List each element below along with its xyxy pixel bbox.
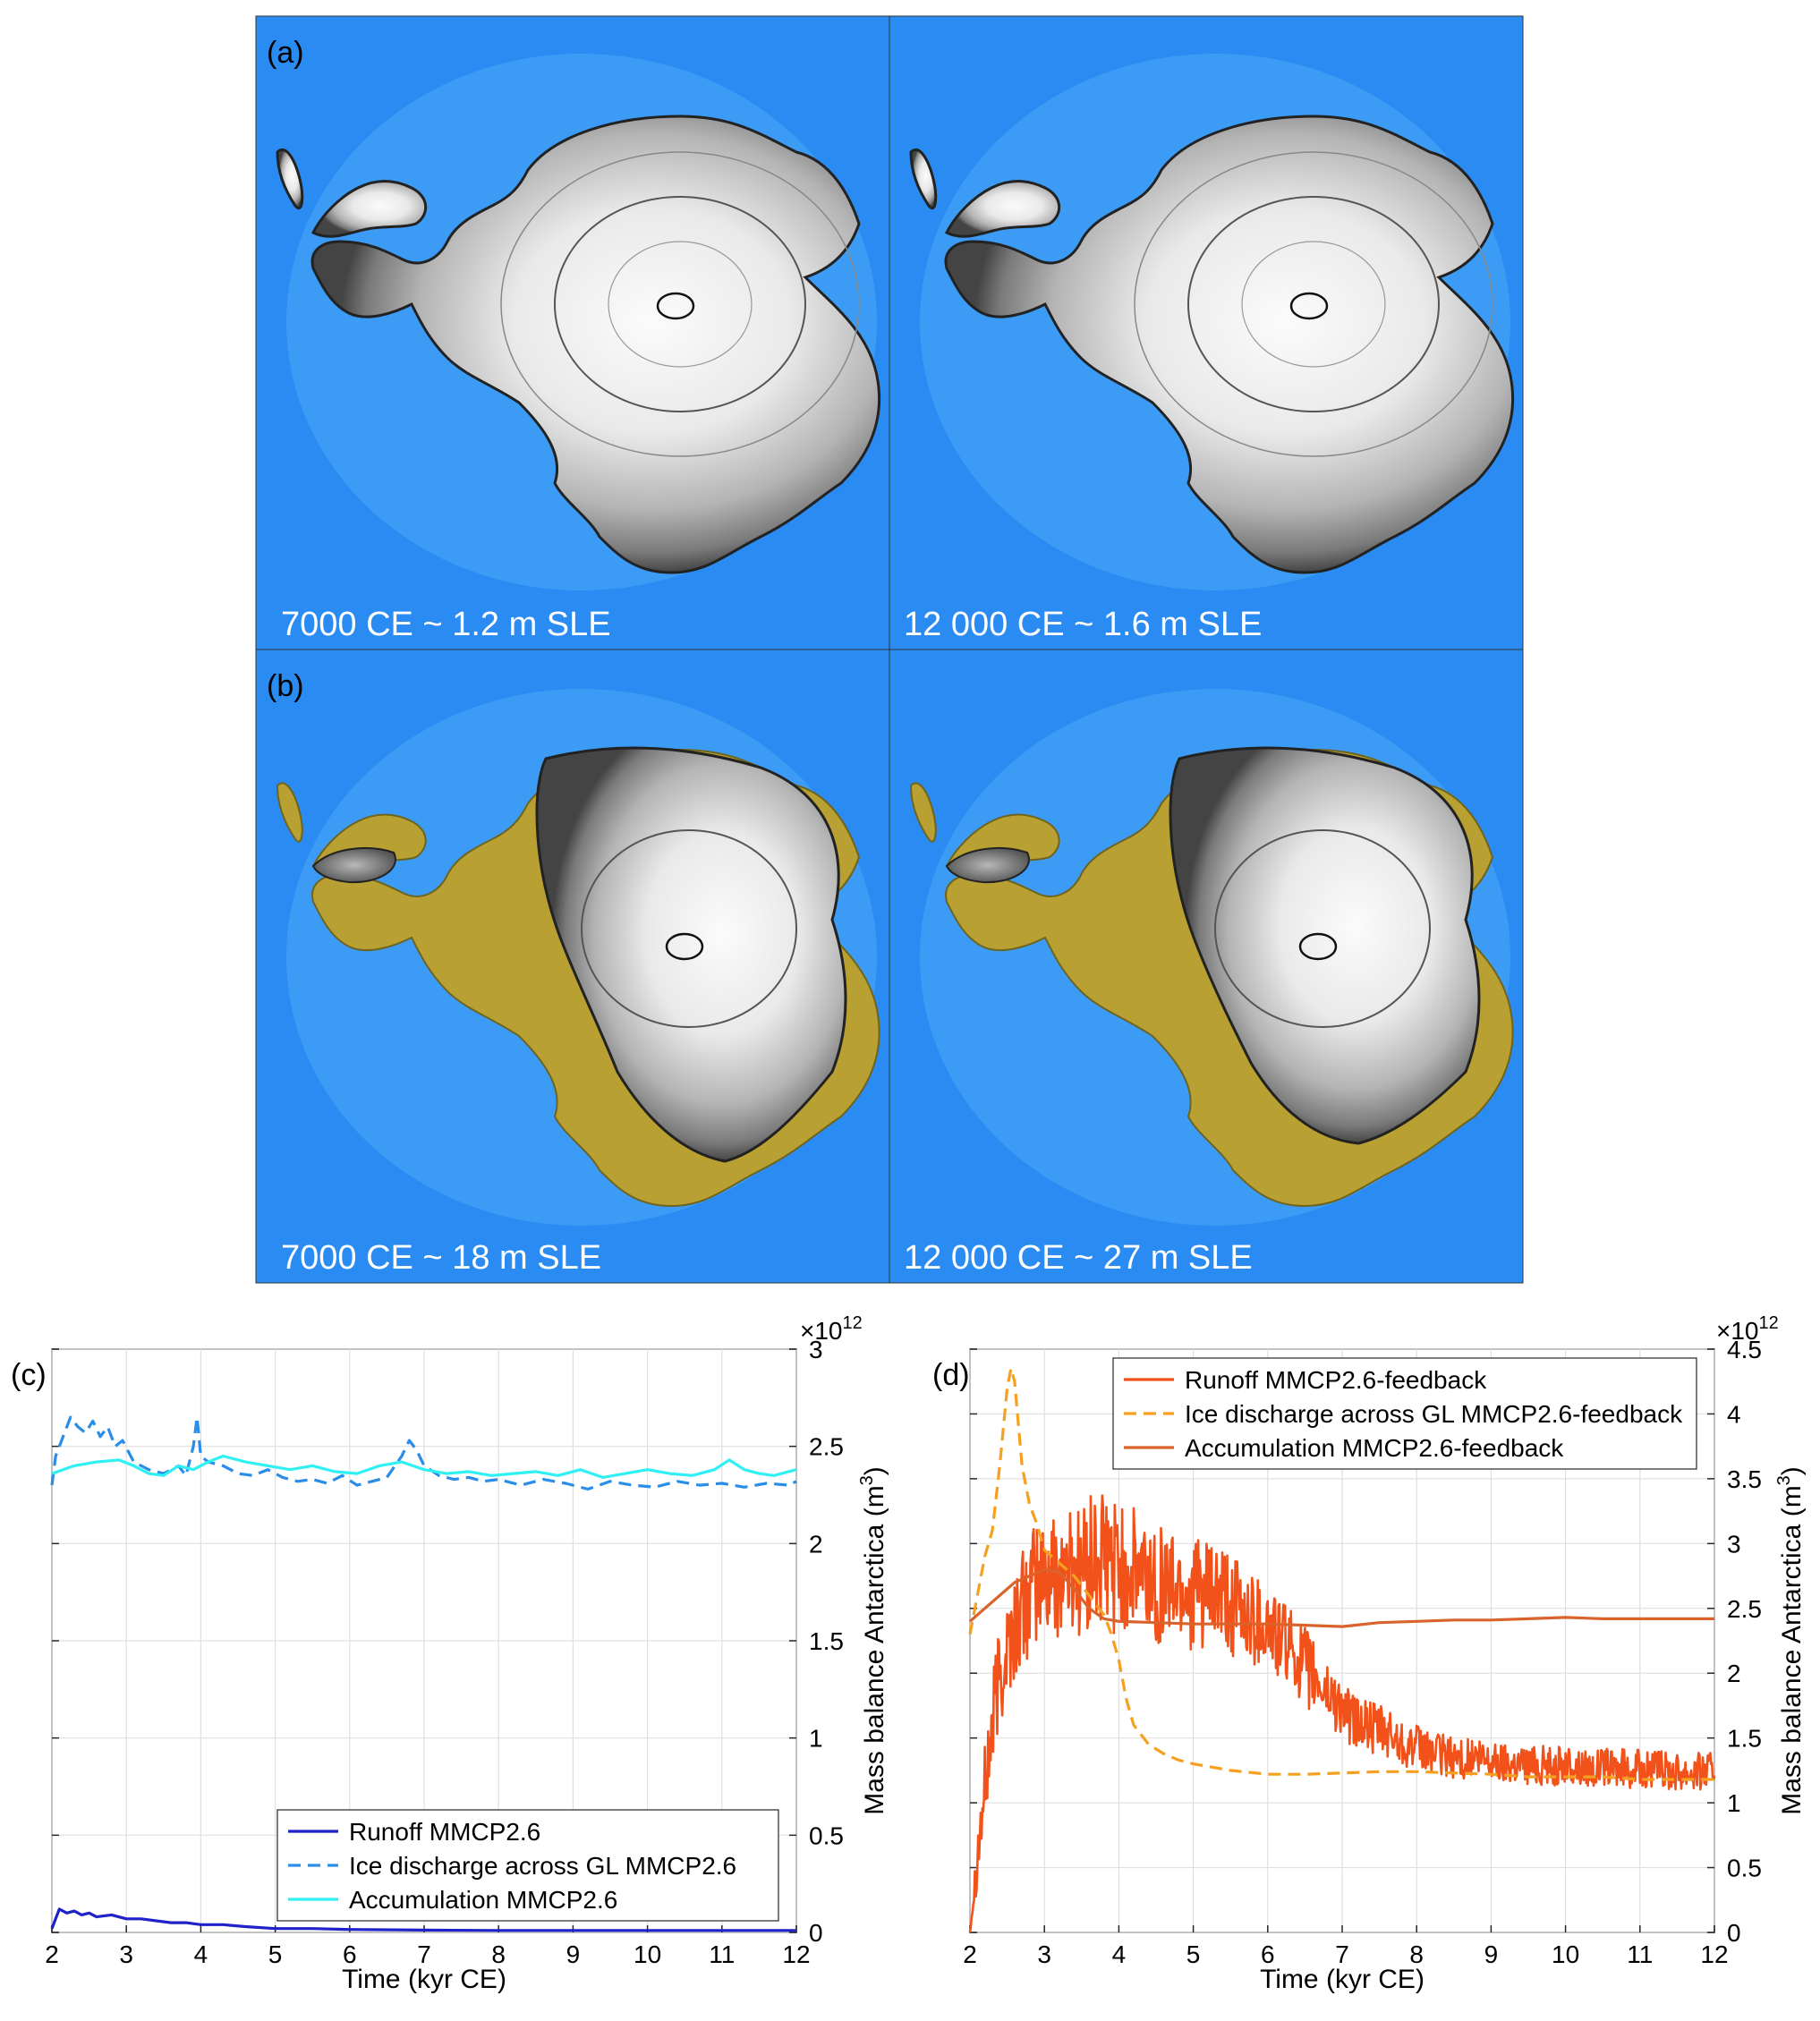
chart-d-ylabel-close: ) (1777, 1466, 1807, 1475)
chart-c-legend: Runoff MMCP2.6 Ice discharge across GL MM… (276, 1809, 779, 1922)
chart-d-ytick-label-1: 0.5 (1727, 1855, 1762, 1882)
chart-d-xtick-label-0: 2 (963, 1940, 977, 1968)
chart-d-ytick-label-9: 4.5 (1727, 1336, 1762, 1363)
chart-c-ylabel-close: ) (860, 1466, 889, 1475)
chart-c-ytick-label-4: 2 (809, 1530, 823, 1558)
chart-c-xtick-label-5: 7 (417, 1940, 431, 1968)
chart-d-legend-label-2: Accumulation MMCP2.6-feedback (1185, 1434, 1564, 1462)
chart-d-ytick-label-7: 3.5 (1727, 1465, 1762, 1493)
chart-c-grid (51, 1348, 797, 1933)
chart-c-xlabel: Time (kyr CE) (342, 1965, 506, 1994)
map-a-left (256, 16, 889, 650)
chart-c-series-0 (50, 1907, 796, 1932)
chart-d-xticks: 2 3 4 5 6 7 8 9 10 11 12 (963, 1925, 1729, 1968)
chart-d-xtick-label-3: 5 (1186, 1940, 1201, 1968)
panel-a-label: (a) (267, 36, 304, 70)
chart-c-ytick-label-5: 2.5 (809, 1433, 844, 1461)
chart-d-series-1 (968, 1367, 1714, 1781)
chart-d-xtick-label-6: 8 (1409, 1940, 1424, 1968)
chart-c-xtick-label-3: 5 (268, 1940, 283, 1968)
map-a-left-caption: 7000 CE ~ 1.2 m SLE (281, 606, 611, 643)
map-a-right-caption: 12 000 CE ~ 1.6 m SLE (904, 606, 1262, 643)
map-b-right (889, 650, 1523, 1283)
chart-d: (d) 2 3 4 5 6 7 8 9 10 11 12 00.511.522.533.544.5 … (932, 1313, 1807, 1994)
chart-d-xtick-label-7: 9 (1484, 1940, 1499, 1968)
chart-d-series-0 (968, 1494, 1716, 1933)
chart-d-legend-label-0: Runoff MMCP2.6-feedback (1185, 1366, 1487, 1394)
chart-d-ytick-label-5: 2.5 (1727, 1595, 1762, 1623)
chart-d-ylabel: Mass balance Antarctica (m3) (1774, 1466, 1807, 1815)
chart-d-lines (968, 1367, 1716, 1933)
map-a-right (889, 16, 1523, 650)
chart-d-xtick-label-5: 7 (1335, 1940, 1349, 1968)
chart-d-legend: Runoff MMCP2.6-feedback Ice discharge acr… (1112, 1357, 1697, 1470)
chart-c-exponent: ×1012 (800, 1313, 863, 1345)
chart-d-xtick-label-1: 3 (1037, 1940, 1051, 1968)
chart-d-xlabel: Time (kyr CE) (1260, 1965, 1425, 1994)
panel-d-label: (d) (932, 1358, 970, 1392)
chart-c-legend-label-0: Runoff MMCP2.6 (349, 1818, 540, 1846)
chart-c-ytick-label-0: 0 (809, 1919, 823, 1947)
chart-c-yticks: 0 0.5 1 1.5 2 2.5 3 (52, 1336, 844, 1947)
chart-d-yticks: 0 0.5 1 1.5 2 2.5 3 3.5 4 4.5 (970, 1336, 1762, 1947)
chart-c: (c) 2 3 4 5 6 7 8 9 10 11 12 0 0.5 1 1.5 2 2.5 3 Time (k… (11, 1313, 889, 1994)
chart-c-xtick-label-9: 11 (709, 1940, 735, 1968)
chart-c-legend-label-1: Ice discharge across GL MMCP2.6 (349, 1852, 736, 1880)
chart-c-xtick-label-1: 3 (119, 1940, 133, 1968)
chart-c-xtick-label-2: 4 (194, 1940, 208, 1968)
chart-d-exponent-power: 12 (1759, 1313, 1779, 1333)
chart-c-ylabel: Mass balance Antarctica (m3) (857, 1466, 889, 1815)
chart-d-ytick-label-3: 1.5 (1727, 1725, 1762, 1753)
chart-c-ytick-label-6: 3 (809, 1336, 823, 1363)
chart-c-ytick-label-1: 0.5 (809, 1821, 844, 1849)
map-b-left (256, 650, 889, 1283)
chart-c-series-1 (50, 1415, 797, 1491)
chart-d-ytick-label-6: 3 (1727, 1530, 1741, 1558)
chart-d-ytick-label-8: 4 (1727, 1400, 1741, 1428)
chart-c-ytick-label-3: 1.5 (809, 1627, 844, 1655)
chart-c-xtick-label-0: 2 (45, 1940, 59, 1968)
chart-d-legend-label-1: Ice discharge across GL MMCP2.6-feedback (1185, 1400, 1683, 1428)
chart-d-series-2 (968, 1567, 1714, 1628)
chart-d-exponent-base: ×10 (1716, 1317, 1759, 1345)
chart-c-xtick-label-10: 12 (782, 1940, 810, 1968)
chart-c-ylabel-main: Mass balance Antarctica (m (860, 1485, 889, 1814)
chart-c-series-2 (51, 1454, 797, 1479)
chart-c-xtick-label-8: 10 (634, 1940, 661, 1968)
chart-d-ytick-label-4: 2 (1727, 1660, 1741, 1687)
chart-c-xticks: 2 3 4 5 6 7 8 9 10 11 12 (45, 1925, 811, 1968)
chart-d-ylabel-main: Mass balance Antarctica (m (1777, 1485, 1807, 1814)
chart-d-xtick-label-2: 4 (1112, 1940, 1127, 1968)
map-b-left-caption: 7000 CE ~ 18 m SLE (281, 1239, 601, 1277)
chart-d-xtick-label-9: 11 (1627, 1940, 1653, 1968)
chart-c-ytick-label-2: 1 (809, 1725, 823, 1753)
chart-c-exponent-power: 12 (843, 1313, 863, 1333)
chart-d-xtick-label-10: 12 (1700, 1940, 1728, 1968)
chart-c-lines (50, 1415, 797, 1932)
chart-d-ylabel-sup: 3 (1774, 1475, 1794, 1485)
chart-c-xtick-label-4: 6 (343, 1940, 357, 1968)
chart-d-ytick-label-0: 0 (1727, 1919, 1741, 1947)
panel-c-label: (c) (11, 1358, 47, 1392)
chart-c-xtick-label-7: 9 (566, 1940, 581, 1968)
chart-c-xtick-label-6: 8 (491, 1940, 506, 1968)
chart-c-legend-label-2: Accumulation MMCP2.6 (349, 1886, 617, 1914)
map-b-right-caption: 12 000 CE ~ 27 m SLE (904, 1239, 1253, 1277)
chart-d-xtick-label-4: 6 (1261, 1940, 1275, 1968)
chart-c-exponent-base: ×10 (800, 1317, 843, 1345)
chart-d-xtick-label-8: 10 (1552, 1940, 1579, 1968)
chart-d-ytick-label-2: 1 (1727, 1789, 1741, 1817)
panel-b-label: (b) (267, 669, 304, 703)
chart-c-ylabel-sup: 3 (857, 1475, 877, 1485)
chart-d-exponent: ×1012 (1716, 1313, 1779, 1345)
